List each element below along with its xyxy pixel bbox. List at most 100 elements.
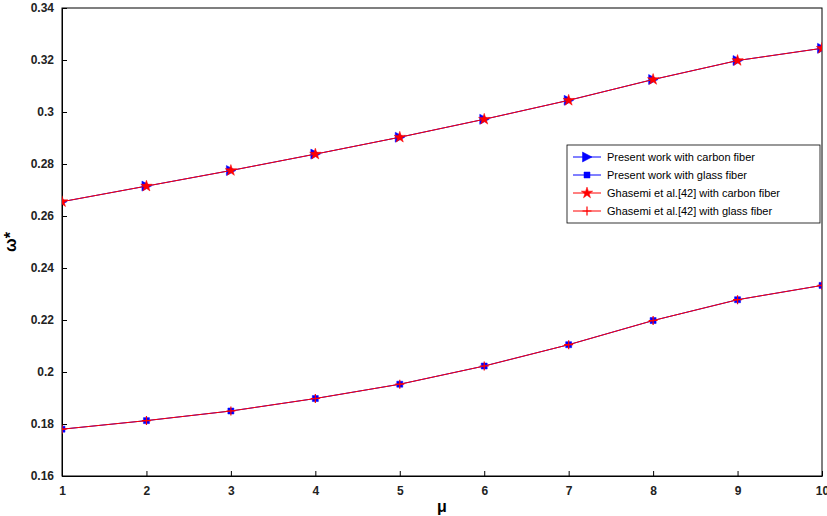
data-point (649, 316, 658, 325)
y-tick: 0.34 (31, 1, 67, 15)
y-axis-title: ω* (2, 231, 19, 252)
data-point (816, 42, 822, 53)
plot-area (62, 42, 822, 433)
data-point (647, 74, 658, 85)
data-point (226, 407, 235, 416)
data-point (479, 113, 490, 124)
legend-label: Ghasemi et al.[42] with carbon fiber (607, 187, 780, 199)
data-point (564, 340, 573, 349)
chart: 123456789100.160.180.20.220.240.260.280.… (0, 0, 827, 516)
y-axis-line (62, 9, 63, 477)
y-tick: 0.2 (37, 365, 67, 379)
x-tick-mark (484, 471, 485, 476)
legend-item: Ghasemi et al.[42] with glass fiber (573, 205, 772, 217)
y-tick-label: 0.32 (31, 53, 55, 67)
x-tick: 6 (481, 471, 488, 498)
legend-item: Ghasemi et al.[42] with carbon fiber (573, 187, 780, 199)
legend-label: Present work with carbon fiber (607, 151, 755, 163)
x-tick-label: 6 (481, 484, 488, 498)
y-tick-label: 0.2 (37, 365, 54, 379)
y-tick: 0.32 (31, 53, 67, 67)
y-tick-mark (62, 60, 67, 61)
y-tick-label: 0.26 (31, 209, 55, 223)
data-point (311, 394, 320, 403)
y-tick: 0.3 (37, 105, 67, 119)
series-line (62, 48, 822, 201)
plot-frame (62, 8, 822, 476)
y-tick: 0.22 (31, 313, 67, 327)
x-tick: 8 (650, 471, 657, 498)
x-tick: 9 (735, 471, 742, 498)
data-point (563, 94, 574, 105)
data-point (818, 281, 823, 290)
x-tick: 3 (228, 471, 235, 498)
data-point (62, 425, 67, 434)
series-line (62, 48, 822, 201)
legend-item: Present work with carbon fiber (573, 151, 755, 163)
x-tick: 5 (397, 471, 404, 498)
series-line (62, 285, 822, 429)
y-tick-mark (62, 268, 67, 269)
legend-swatch-marker (581, 187, 592, 198)
y-tick-label: 0.28 (31, 157, 55, 171)
x-tick: 4 (312, 471, 319, 498)
legend-box (567, 145, 820, 223)
x-tick-label: 1 (59, 484, 66, 498)
x-tick-label: 10 (816, 484, 827, 498)
y-tick: 0.28 (31, 157, 67, 171)
x-axis: 1 2 3 4 5 6 7 8 9 10 (59, 471, 827, 498)
x-tick-mark (738, 471, 739, 476)
y-tick: 0.26 (31, 209, 67, 223)
y-tick-label: 0.16 (31, 469, 55, 483)
y-tick-label: 0.22 (31, 313, 55, 327)
x-tick: 2 (144, 471, 151, 498)
x-tick-label: 8 (650, 484, 657, 498)
y-tick-mark (62, 372, 67, 373)
x-tick-mark (315, 471, 316, 476)
y-tick-label: 0.3 (37, 105, 54, 119)
y-tick: 0.18 (31, 417, 67, 431)
x-tick-mark (569, 471, 570, 476)
data-point (141, 180, 152, 191)
y-tick-mark (62, 164, 67, 165)
data-point (733, 295, 742, 304)
y-tick-label: 0.34 (31, 1, 55, 15)
legend-item: Present work with glass fiber (573, 169, 747, 181)
legend-swatch-marker (583, 152, 593, 162)
y-tick-mark (62, 320, 67, 321)
x-tick-label: 9 (735, 484, 742, 498)
y-tick-mark (62, 216, 67, 217)
data-point (310, 148, 321, 159)
data-point (62, 196, 68, 207)
data-point (395, 380, 404, 389)
y-tick-label: 0.18 (31, 417, 55, 431)
data-point (732, 55, 743, 66)
x-tick-label: 7 (566, 484, 573, 498)
legend-swatch-marker (584, 172, 590, 178)
data-point (142, 416, 151, 425)
y-tick-mark (62, 476, 67, 477)
legend-label: Present work with glass fiber (607, 169, 747, 181)
x-tick-mark (231, 471, 232, 476)
legend-swatch-marker (583, 207, 592, 216)
data-point (480, 362, 489, 371)
y-axis: 0.16 0.18 0.2 0.22 0.24 0.26 0.28 0.3 0.32 0.34 (31, 1, 67, 483)
x-tick-label: 4 (312, 484, 319, 498)
x-tick-mark (146, 471, 147, 476)
x-tick: 10 (816, 471, 827, 498)
x-tick-label: 5 (397, 484, 404, 498)
y-tick: 0.24 (31, 261, 67, 275)
series-line (62, 285, 822, 429)
x-tick-mark (822, 471, 823, 476)
x-axis-line (63, 476, 823, 477)
data-point (225, 165, 236, 176)
data-point (394, 131, 405, 142)
x-tick-label: 2 (144, 484, 151, 498)
y-tick-mark (62, 112, 67, 113)
y-tick: 0.16 (31, 469, 67, 483)
y-tick-label: 0.24 (31, 261, 55, 275)
legend-label: Ghasemi et al.[42] with glass fiber (607, 205, 772, 217)
x-tick-label: 3 (228, 484, 235, 498)
y-tick-mark (62, 8, 67, 9)
y-tick-mark (62, 424, 67, 425)
